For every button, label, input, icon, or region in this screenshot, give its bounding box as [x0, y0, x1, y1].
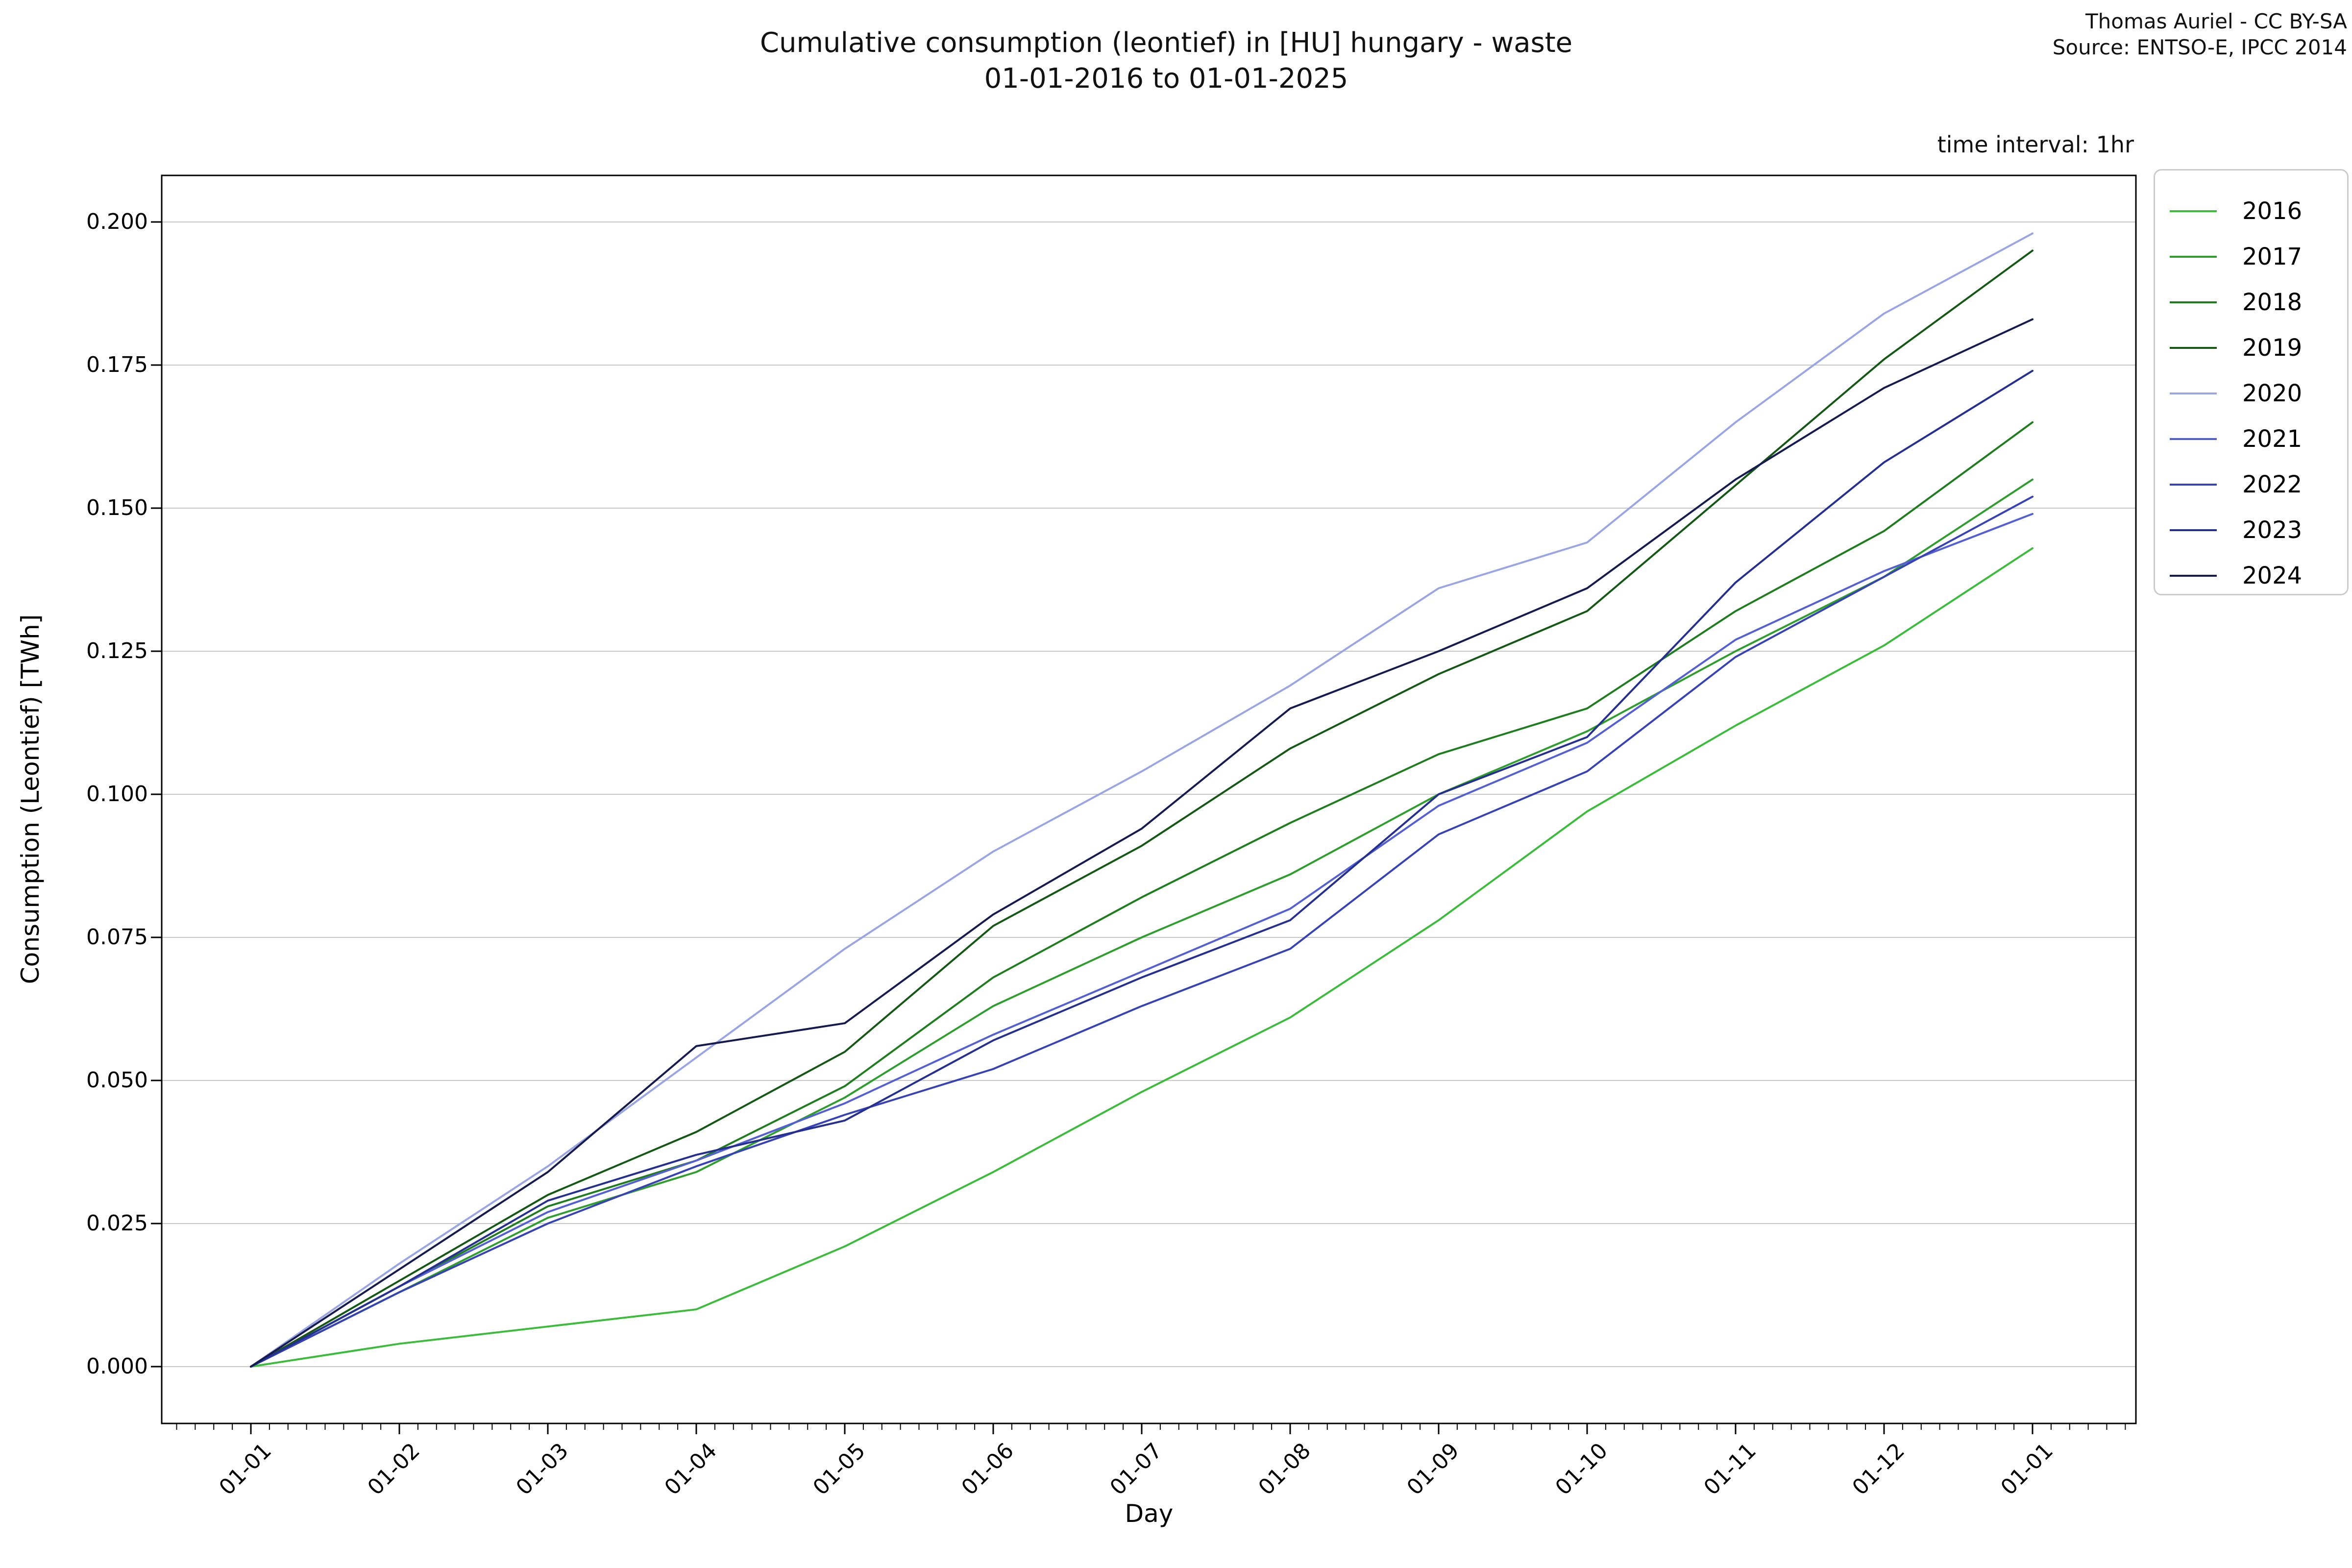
legend-line-swatch — [2170, 255, 2217, 258]
chart-title: Cumulative consumption (leontief) in [HU… — [627, 25, 1705, 97]
chart-title-line2: 01-01-2016 to 01-01-2025 — [984, 62, 1348, 95]
legend-item-2024: 2024 — [2170, 553, 2347, 598]
legend-label: 2019 — [2242, 334, 2303, 362]
legend-label: 2021 — [2242, 425, 2303, 453]
series-line-2022 — [250, 495, 2034, 1368]
series-line-2017 — [250, 478, 2034, 1368]
attribution-source: Source: ENTSO-E, IPCC 2014 — [2052, 35, 2347, 59]
series-line-2016 — [250, 547, 2034, 1368]
series-line-2021 — [250, 513, 2034, 1368]
series-line-2023 — [250, 369, 2034, 1368]
y-tick-label: 0.200 — [86, 209, 148, 234]
time-interval-annotation: time interval: 1hr — [1937, 131, 2134, 158]
legend-label: 2017 — [2242, 243, 2303, 270]
legend: 2016 2017 2018 2019 2020 2021 2022 2023 2024 — [2154, 169, 2349, 595]
legend-item-2019: 2019 — [2170, 325, 2347, 370]
legend-label: 2024 — [2242, 562, 2303, 589]
legend-line-swatch — [2170, 301, 2217, 303]
legend-line-swatch — [2170, 392, 2217, 394]
y-tick-label: 0.000 — [86, 1354, 148, 1379]
x-axis-label: Day — [1125, 1499, 1174, 1528]
y-tick-label: 0.125 — [86, 638, 148, 663]
legend-item-2016: 2016 — [2170, 188, 2347, 234]
legend-line-swatch — [2170, 483, 2217, 486]
attribution: Thomas Auriel - CC BY-SA Source: ENTSO-E… — [2053, 9, 2347, 60]
y-tick-label: 0.150 — [86, 495, 148, 520]
legend-label: 2018 — [2242, 288, 2303, 316]
legend-item-2017: 2017 — [2170, 234, 2347, 279]
attribution-author: Thomas Auriel - CC BY-SA — [2085, 9, 2347, 33]
y-tick-label: 0.175 — [86, 352, 148, 377]
legend-label: 2023 — [2242, 516, 2303, 544]
legend-label: 2022 — [2242, 470, 2303, 498]
series-line-2019 — [250, 249, 2034, 1368]
legend-line-swatch — [2170, 529, 2217, 531]
y-axis-label: Consumption (Leontief) [TWh] — [16, 614, 45, 984]
legend-item-2018: 2018 — [2170, 279, 2347, 325]
y-tick-label: 0.050 — [86, 1068, 148, 1093]
series-line-2020 — [250, 232, 2034, 1368]
legend-label: 2016 — [2242, 197, 2303, 225]
y-tick-label: 0.025 — [86, 1211, 148, 1236]
legend-line-swatch — [2170, 346, 2217, 349]
y-tick-label: 0.075 — [86, 925, 148, 950]
legend-line-swatch — [2170, 574, 2217, 577]
legend-line-swatch — [2170, 210, 2217, 212]
legend-item-2023: 2023 — [2170, 507, 2347, 553]
series-line-2024 — [250, 318, 2034, 1368]
legend-item-2021: 2021 — [2170, 416, 2347, 462]
legend-item-2020: 2020 — [2170, 370, 2347, 416]
chart-title-line1: Cumulative consumption (leontief) in [HU… — [760, 27, 1573, 59]
legend-label: 2020 — [2242, 379, 2303, 407]
legend-item-2022: 2022 — [2170, 462, 2347, 507]
y-tick-label: 0.100 — [86, 782, 148, 807]
legend-line-swatch — [2170, 438, 2217, 440]
series-line-2018 — [250, 421, 2034, 1368]
